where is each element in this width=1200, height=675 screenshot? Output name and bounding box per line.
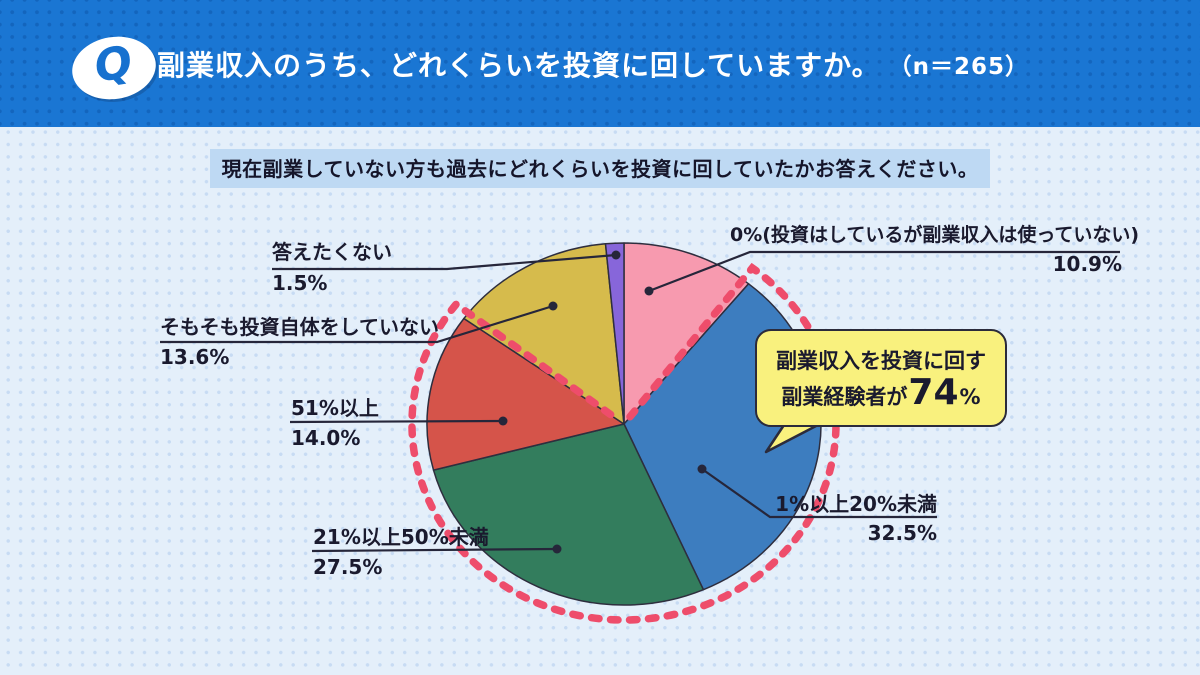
leader-line-zero <box>648 250 1120 293</box>
leader-dot <box>611 250 621 260</box>
callout-big-value: 74 <box>908 372 959 413</box>
leader-dot <box>498 416 508 426</box>
pie-slice-5 <box>604 242 625 425</box>
pie-slice-3 <box>426 317 625 471</box>
slice-label-text: 21%以上50%未満 <box>313 525 489 549</box>
callout-line2-suffix: % <box>959 385 981 409</box>
callout-line1: 副業収入を投資に回す <box>776 349 986 373</box>
slice-label-text: 答えたくない <box>272 240 392 264</box>
question-title-text: 副業収入のうち、どれくらいを投資に回していますか。 <box>157 48 881 82</box>
slice-label-value: 10.9% <box>1052 251 1122 276</box>
question-title: 副業収入のうち、どれくらいを投資に回していますか。 （n＝265） <box>157 0 1029 127</box>
slice-label-1-to-20: 1%以上20%未満 32.5% <box>757 492 937 545</box>
callout-line2-prefix: 副業経験者が <box>781 385 908 409</box>
slice-label-value: 13.6% <box>160 345 230 369</box>
slice-label-value: 27.5% <box>313 555 383 579</box>
leader-line-unanswered <box>272 253 617 271</box>
slice-label-51-plus: 51%以上 14.0% <box>291 396 379 450</box>
callout-line2: 副業経験者が 74 % <box>781 372 981 413</box>
slice-label-text: 1%以上20%未満 <box>775 492 937 516</box>
slice-label-zero-percent: 0%(投資はしているが副業収入は使っていない) 10.9% <box>730 224 1140 276</box>
sample-size: （n＝265） <box>888 53 1029 80</box>
leader-dot <box>552 544 562 554</box>
slice-label-unanswered: 答えたくない 1.5% <box>272 240 392 295</box>
pie-slice-4 <box>463 243 625 425</box>
highlight-callout: 副業収入を投資に回す 副業経験者が 74 % <box>755 329 1007 427</box>
slice-label-value: 1.5% <box>272 271 328 295</box>
question-header: Q 副業収入のうち、どれくらいを投資に回していますか。 （n＝265） <box>0 0 1200 127</box>
leader-line-21to50 <box>311 547 558 553</box>
subtitle-banner: 現在副業していない方も過去にどれくらいを投資に回していたかお答えください。 <box>209 149 991 188</box>
pie-slices <box>426 242 822 606</box>
leader-lines <box>160 250 1120 553</box>
leader-dots <box>498 250 707 554</box>
highlight-dashed-ring <box>408 262 840 624</box>
subtitle-row: 現在副業していない方も過去にどれくらいを投資に回していたかお答えください。 <box>0 149 1200 188</box>
slice-label-value: 32.5% <box>867 521 937 545</box>
leader-dot <box>644 286 654 296</box>
slice-label-no-investment: そもそも投資自体をしていない 13.6% <box>160 315 439 369</box>
q-badge-letter: Q <box>90 36 136 93</box>
q-badge: Q <box>67 30 161 106</box>
slice-label-text: そもそも投資自体をしていない <box>160 315 439 339</box>
leader-line-noinvest <box>160 304 554 344</box>
slice-label-21-to-50: 21%以上50%未満 27.5% <box>313 525 489 579</box>
pie-slice-2 <box>432 423 705 606</box>
leader-dot <box>548 301 558 311</box>
slice-label-value: 14.0% <box>291 426 361 450</box>
leader-dot <box>697 464 707 474</box>
slice-label-text: 0%(投資はしているが副業収入は使っていない) <box>730 224 1140 246</box>
slice-label-text: 51%以上 <box>291 396 379 420</box>
leader-line-1to20 <box>701 468 937 519</box>
leader-line-51plus <box>289 419 504 424</box>
